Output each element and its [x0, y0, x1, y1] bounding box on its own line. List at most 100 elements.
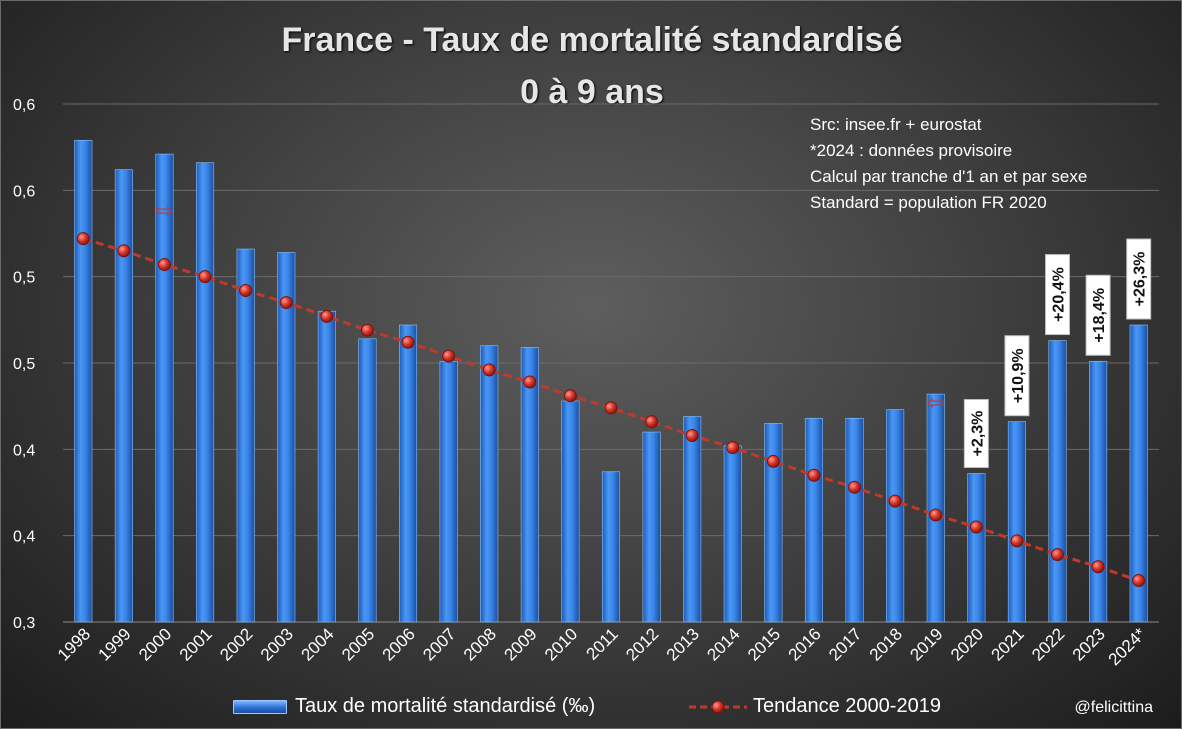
trend-point [279, 296, 293, 310]
bar [845, 417, 864, 623]
y-tick-label: 0,4 [13, 529, 35, 546]
trend-point [563, 389, 577, 403]
annotation-label: +10,9% [1010, 348, 1027, 403]
source-line: *2024 : données provisoire [810, 141, 1013, 160]
x-tick-label: 2011 [583, 624, 622, 663]
arrow-right-icon: ⇨ [155, 199, 173, 224]
trend-point [645, 415, 659, 429]
trend-point [604, 401, 618, 415]
x-tick-label: 2008 [460, 624, 500, 664]
trend-point [726, 441, 740, 455]
y-tick-label: 0,5 [13, 270, 35, 287]
trend-point [157, 258, 171, 272]
annotation-label: +20,4% [1051, 267, 1068, 322]
y-tick-label: 0,6 [13, 97, 35, 114]
x-tick-label: 2003 [257, 624, 297, 664]
trend-point [360, 323, 374, 337]
x-tick-label: 2023 [1069, 624, 1109, 664]
trend-point [1132, 574, 1146, 588]
x-tick-label: 2004 [297, 624, 337, 664]
bar [114, 169, 133, 623]
annotation-label: +2,3% [969, 411, 986, 457]
bar [439, 360, 458, 623]
bar [1089, 360, 1108, 623]
trend-point [969, 520, 983, 534]
legend-line-label: Tendance 2000-2019 [753, 695, 941, 717]
trend-point [320, 309, 334, 323]
trend-point [523, 375, 537, 389]
y-tick-label: 0,3 [13, 615, 35, 632]
x-tick-label: 1999 [95, 624, 135, 664]
bar [1007, 421, 1026, 623]
bar [277, 252, 296, 623]
bar [926, 393, 945, 623]
x-tick-label: 2006 [379, 624, 419, 664]
trend-point [117, 244, 131, 258]
annotation-box [1085, 274, 1111, 356]
bar [1129, 324, 1148, 623]
legend-item-bars: Taux de mortalité standardisé (‰) [233, 695, 595, 718]
bar [886, 409, 905, 623]
annotation-box [963, 399, 989, 469]
x-tick-label: 2010 [541, 624, 581, 664]
bar [155, 153, 174, 623]
legend-bar-swatch [233, 699, 287, 714]
x-tick-label: 2014 [703, 624, 743, 664]
trend-point [482, 363, 496, 377]
legend-bars-label: Taux de mortalité standardisé (‰) [295, 695, 596, 717]
source-notes: Src: insee.fr + eurostat *2024 : données… [810, 112, 1087, 216]
trend-point [766, 454, 780, 468]
trend-point [76, 232, 90, 246]
bar [236, 248, 255, 623]
x-tick-label: 2009 [500, 624, 540, 664]
bar [764, 423, 783, 623]
legend-line-swatch [689, 700, 747, 713]
bar [399, 324, 418, 623]
x-tick-label: 2015 [744, 624, 784, 664]
trend-line [82, 237, 1140, 582]
arrow-left-icon: ⇦ [927, 391, 945, 416]
y-tick-label: 0,6 [13, 183, 35, 200]
source-line: Standard = population FR 2020 [810, 193, 1047, 212]
x-tick-label: 1998 [54, 624, 94, 664]
trend-point [807, 468, 821, 482]
author-handle: @felicittina [1074, 699, 1154, 716]
annotation-box [1004, 335, 1030, 417]
bar [520, 347, 539, 623]
x-tick-label: 2021 [988, 624, 1028, 664]
x-tick-label: 2019 [906, 624, 946, 664]
y-tick-label: 0,4 [13, 442, 35, 459]
x-tick-label: 2002 [216, 624, 256, 664]
bar [804, 417, 823, 623]
source-line: Calcul par tranche d'1 an et par sexe [810, 167, 1088, 186]
x-tick-label: 2013 [663, 624, 703, 664]
bar [480, 345, 499, 623]
x-tick-label: 2016 [785, 624, 825, 664]
annotation-box [1045, 254, 1071, 336]
x-tick-label: 2020 [947, 624, 987, 664]
trend-point [1051, 548, 1065, 562]
trend-point [685, 429, 699, 443]
trend-point [1010, 534, 1024, 548]
source-line: Src: insee.fr + eurostat [810, 115, 982, 134]
trend-point [848, 480, 862, 494]
trend-point [198, 270, 212, 284]
y-tick-label: 0,5 [13, 356, 35, 373]
trend-point [401, 335, 415, 349]
bar [561, 400, 580, 623]
bar [74, 139, 93, 623]
bar [967, 473, 986, 623]
bar [601, 471, 621, 623]
x-tick-label: 2007 [419, 624, 459, 664]
x-tick-label: 2005 [338, 624, 378, 664]
x-tick-label: 2022 [1028, 624, 1068, 664]
trend-point [239, 283, 253, 297]
trend-point [888, 494, 902, 508]
x-tick-label: 2018 [866, 624, 906, 664]
bar [196, 162, 215, 623]
trend-point [929, 508, 943, 522]
annotation-box [1126, 238, 1152, 320]
chart-subtitle: 0 à 9 ans [520, 73, 664, 111]
annotation-label: +26,3% [1132, 252, 1149, 307]
